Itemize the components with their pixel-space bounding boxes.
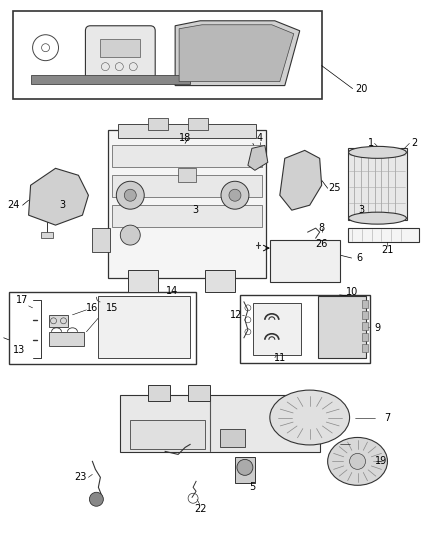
Bar: [148, 385, 170, 401]
FancyBboxPatch shape: [85, 26, 155, 79]
Bar: [361, 344, 367, 352]
Bar: [128, 270, 158, 292]
Polygon shape: [28, 168, 88, 225]
Bar: [112, 175, 262, 197]
Bar: [361, 322, 367, 330]
Bar: [240, 295, 370, 362]
Bar: [361, 300, 367, 308]
Bar: [112, 205, 262, 227]
Bar: [120, 394, 320, 453]
Polygon shape: [280, 150, 321, 210]
Ellipse shape: [328, 438, 388, 486]
Bar: [9, 292, 196, 364]
Text: 7: 7: [384, 413, 391, 423]
Bar: [188, 385, 210, 401]
Text: 18: 18: [179, 133, 191, 143]
Text: 4: 4: [257, 133, 263, 143]
Text: 17: 17: [17, 295, 29, 305]
Text: 25: 25: [328, 183, 341, 193]
Text: 20: 20: [355, 84, 368, 94]
Circle shape: [350, 454, 366, 470]
Bar: [178, 168, 196, 182]
Bar: [188, 118, 208, 131]
Bar: [130, 419, 205, 449]
Bar: [49, 332, 85, 346]
Circle shape: [89, 492, 103, 506]
Text: 1: 1: [368, 139, 374, 148]
Text: 21: 21: [381, 245, 394, 255]
Ellipse shape: [349, 212, 406, 224]
Circle shape: [229, 189, 241, 201]
Polygon shape: [248, 146, 268, 171]
Text: 16: 16: [86, 303, 99, 313]
Bar: [100, 39, 140, 56]
Ellipse shape: [270, 390, 350, 445]
Text: 13: 13: [13, 345, 25, 355]
Bar: [361, 333, 367, 341]
Bar: [13, 11, 321, 99]
Text: 19: 19: [375, 456, 388, 466]
Bar: [112, 146, 262, 167]
Circle shape: [117, 181, 144, 209]
Text: 11: 11: [274, 353, 286, 363]
Text: 5: 5: [249, 482, 255, 492]
Bar: [148, 118, 168, 131]
Bar: [49, 315, 68, 327]
Circle shape: [237, 459, 253, 475]
Text: 15: 15: [106, 303, 119, 313]
Bar: [318, 296, 366, 358]
Polygon shape: [179, 25, 294, 82]
Text: 26: 26: [315, 239, 328, 249]
Bar: [348, 228, 419, 242]
Text: 14: 14: [166, 286, 178, 296]
Polygon shape: [175, 21, 300, 86]
Text: 8: 8: [318, 223, 325, 233]
Bar: [41, 232, 53, 238]
Text: 6: 6: [357, 253, 363, 263]
Text: 22: 22: [194, 504, 206, 514]
Bar: [31, 75, 190, 84]
Text: 3: 3: [358, 205, 364, 215]
Text: 24: 24: [7, 200, 20, 210]
Text: 3: 3: [60, 200, 66, 210]
Bar: [348, 148, 407, 220]
Ellipse shape: [349, 147, 406, 158]
Bar: [270, 240, 339, 282]
Bar: [108, 131, 266, 278]
Text: 10: 10: [346, 287, 358, 297]
Text: 12: 12: [230, 310, 242, 320]
Bar: [220, 430, 245, 447]
Bar: [205, 270, 235, 292]
Circle shape: [120, 225, 140, 245]
Text: 3: 3: [192, 205, 198, 215]
Bar: [118, 124, 256, 139]
Bar: [253, 303, 301, 355]
Circle shape: [221, 181, 249, 209]
Bar: [92, 228, 110, 252]
Text: 2: 2: [411, 139, 417, 148]
Bar: [235, 457, 255, 483]
Bar: [361, 311, 367, 319]
Text: 9: 9: [374, 323, 381, 333]
Bar: [99, 296, 190, 358]
Text: 23: 23: [74, 472, 87, 482]
Circle shape: [124, 189, 136, 201]
